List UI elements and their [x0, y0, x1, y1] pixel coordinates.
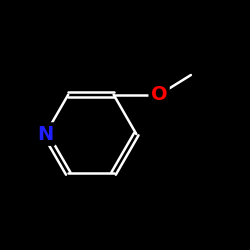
- Text: O: O: [151, 85, 168, 104]
- Text: N: N: [37, 124, 54, 144]
